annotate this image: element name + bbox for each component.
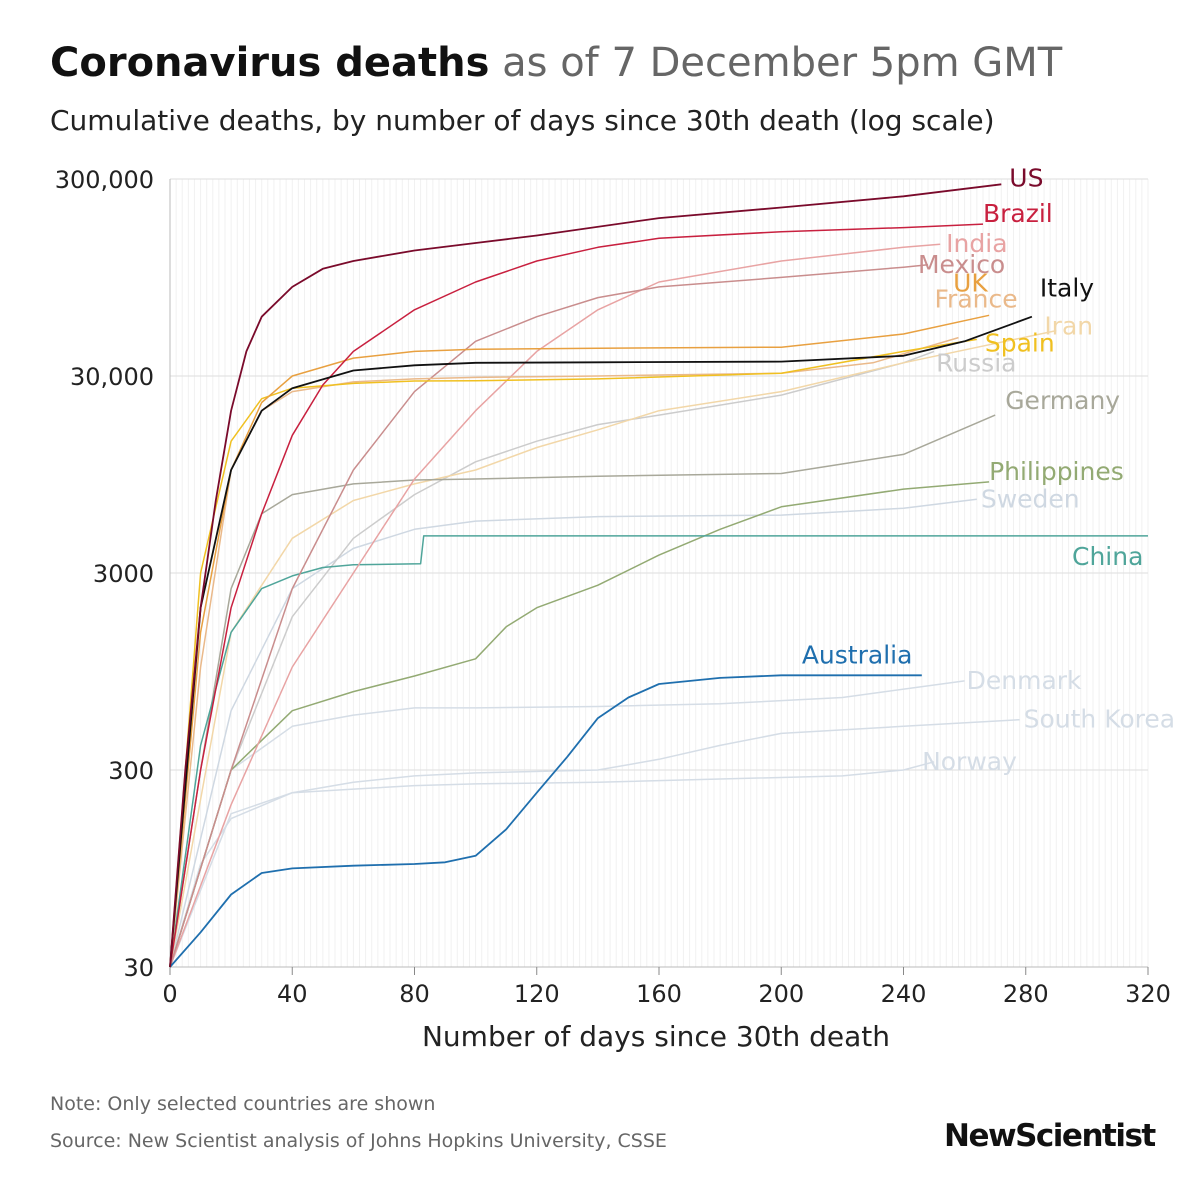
series-label-sweden: Sweden [981, 484, 1080, 513]
series-line-brazil [169, 223, 984, 968]
series-label-philippines: Philippines [989, 457, 1124, 486]
axes: 30 300 3000 30,000 300,000 0 40 80 120 160 200 240 2… [55, 166, 1171, 1008]
newscientist-logo: NewScientist [944, 1118, 1156, 1154]
x-tick-label: 280 [1003, 980, 1049, 1008]
series-label-iran: Iran [1044, 312, 1093, 341]
series-label-germany: Germany [1005, 386, 1120, 415]
chart-subtitle: Cumulative deaths, by number of days sin… [50, 104, 995, 137]
series-line-mexico [169, 264, 929, 968]
series-label-india: India [946, 229, 1007, 258]
series-line-germany [169, 414, 996, 968]
x-tick-label: 160 [636, 980, 682, 1008]
series-label-australia: Australia [802, 640, 913, 669]
series-lines [169, 183, 1148, 968]
x-tick-label: 200 [758, 980, 804, 1008]
title-bold: Coronavirus deaths [50, 40, 490, 86]
series-label-italy: Italy [1040, 274, 1094, 303]
series-line-italy [169, 315, 1033, 968]
series-label-mexico: Mexico [918, 250, 1005, 279]
series-line-denmark [169, 680, 965, 968]
footnote: Note: Only selected countries are shown [50, 1093, 436, 1115]
series-line-philippines [169, 481, 990, 968]
series-label-brazil: Brazil [983, 199, 1053, 228]
x-axis-label: Number of days since 30th death [422, 1020, 890, 1053]
x-tick-label: 0 [162, 980, 177, 1008]
x-tick-label: 120 [514, 980, 560, 1008]
x-tick-label: 80 [399, 980, 430, 1008]
series-label-france: France [935, 285, 1018, 314]
series-line-iran [169, 329, 1057, 968]
series-label-russia: Russia [936, 348, 1016, 377]
source-note: Source: New Scientist analysis of Johns … [50, 1130, 667, 1152]
series-label-spain: Spain [985, 328, 1055, 357]
series-label-china: China [1072, 542, 1143, 571]
series-label-norway: Norway [922, 747, 1017, 776]
chart-title: Coronavirus deaths as of 7 December 5pm … [50, 40, 1062, 86]
y-tick-label: 30 [123, 954, 154, 982]
grid [169, 178, 1149, 968]
series-label-us: US [1009, 163, 1043, 192]
series-line-norway [169, 761, 935, 968]
series-line-india [169, 243, 941, 968]
series-label-south-korea: South Korea [1024, 705, 1175, 734]
series-label-denmark: Denmark [967, 666, 1082, 695]
x-tick-label: 240 [881, 980, 927, 1008]
series-line-spain [169, 338, 977, 968]
x-tick-label: 320 [1125, 980, 1171, 1008]
series-line-france [169, 336, 959, 968]
y-tick-label: 30,000 [70, 363, 154, 391]
title-light: as of 7 December 5pm GMT [502, 40, 1063, 86]
series-line-russia [169, 350, 935, 968]
series-line-us [169, 183, 1002, 968]
y-tick-label: 300 [108, 757, 154, 785]
y-tick-label: 300,000 [55, 166, 154, 194]
series-label-uk: UK [953, 268, 988, 297]
series-line-south-korea [169, 718, 1020, 968]
y-tick-label: 3000 [93, 560, 154, 588]
series-line-australia [169, 674, 922, 968]
x-tick-label: 40 [277, 980, 308, 1008]
series-line-sweden [169, 498, 977, 968]
